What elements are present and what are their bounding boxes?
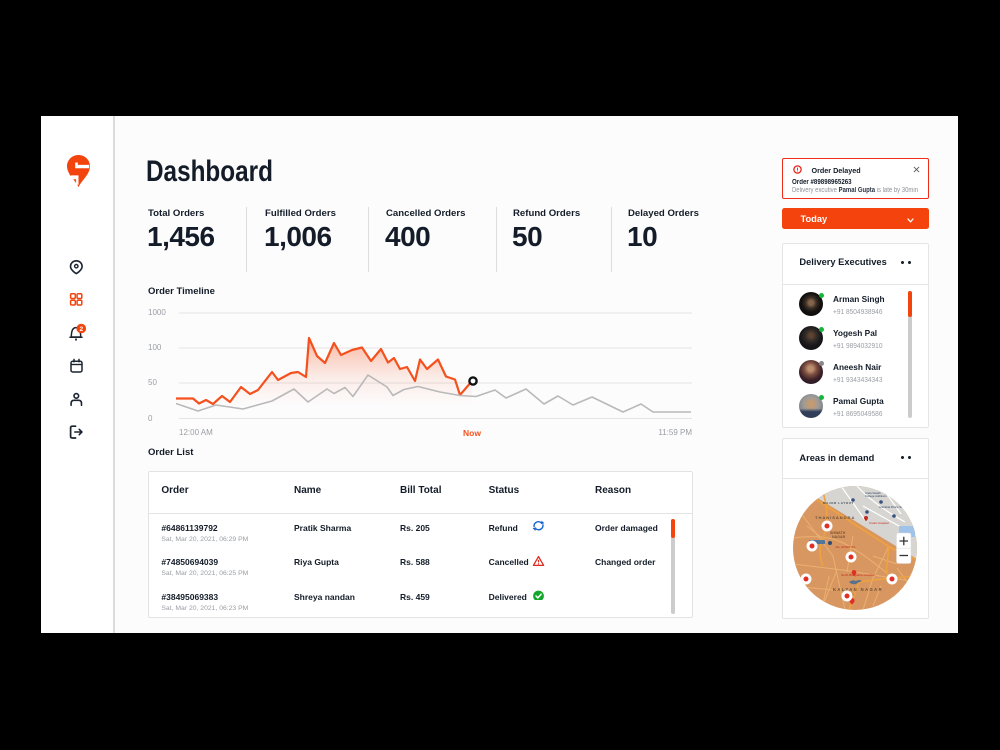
svg-text:JAL HOSPITAL: JAL HOSPITAL — [835, 545, 856, 549]
svg-text:NAGAR: NAGAR — [832, 535, 846, 539]
svg-text:North Bangalore Hospital: North Bangalore Hospital — [841, 573, 875, 577]
svg-text:2: 2 — [79, 326, 83, 333]
svg-text:KALYAN NAGAR: KALYAN NAGAR — [833, 587, 883, 592]
svg-text:SHWATH: SHWATH — [830, 531, 846, 535]
svg-text:MAJOR LAYOUT: MAJOR LAYOUT — [823, 501, 854, 505]
svg-text:Anda Vasath: Anda Vasath — [865, 491, 881, 495]
svg-text:Anthahal Police Station: Anthahal Police Station — [879, 505, 908, 509]
svg-text:College Additions: College Additions — [865, 494, 887, 498]
svg-text:THANISANDRA: THANISANDRA — [815, 515, 855, 520]
svg-text:ಕಾೆ: ಕಾೆ — [851, 593, 854, 597]
svg-text:Cratis Hospital: Cratis Hospital — [869, 521, 889, 525]
